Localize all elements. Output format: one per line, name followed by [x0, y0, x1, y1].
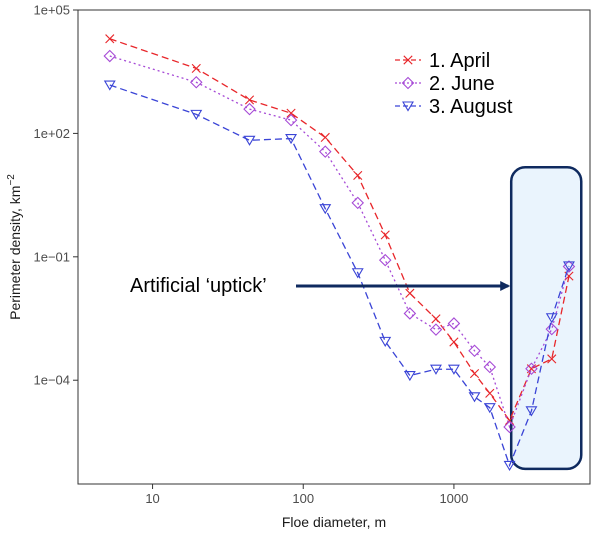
series-1-point-0 — [105, 34, 115, 44]
series-1-point-10-b — [469, 368, 480, 379]
legend-key-marker-1 — [403, 55, 413, 65]
series-2 — [103, 49, 576, 434]
legend-label-3: 3. August — [429, 96, 513, 118]
series-3-point-14 — [545, 313, 558, 324]
series-3 — [103, 80, 575, 471]
legend-label-2: 2. June — [429, 73, 495, 95]
uptick-highlight-box — [509, 166, 583, 471]
series-1-point-9 — [449, 337, 459, 347]
y-tick-label-3: 1e−04 — [33, 373, 70, 388]
series-2-point-10 — [468, 344, 481, 358]
series-1-point-6-b — [380, 230, 390, 240]
series-3-line — [109, 84, 570, 468]
series-2-point-11 — [483, 360, 497, 374]
legend-item-3: 3. August — [395, 96, 513, 118]
series-2-point-1 — [189, 75, 203, 89]
series-2-point-2 — [243, 102, 256, 116]
series-3-point-6 — [379, 336, 392, 347]
y-tick-label-1: 1e+02 — [33, 126, 70, 141]
legend-label-1: 1. April — [429, 50, 490, 72]
series-1-point-1 — [191, 63, 201, 74]
legend-item-1: 1. April — [395, 50, 490, 72]
series-1-point-3-b — [286, 108, 296, 118]
series-3-point-7 — [403, 370, 416, 382]
series-3-point-12 — [503, 460, 516, 471]
series-3-point-1 — [190, 109, 203, 120]
y-tick-label-0: 1e+05 — [33, 3, 70, 18]
series-2-point-7 — [403, 307, 417, 320]
series-2-point-6 — [378, 253, 392, 267]
series-1-point-5-b — [353, 170, 363, 181]
series-2-point-8 — [429, 323, 443, 336]
series-1-point-11-b — [485, 388, 495, 398]
series-1-point-3 — [286, 108, 296, 118]
series-1-point-14-b — [547, 354, 557, 364]
series-1 — [105, 34, 574, 426]
y-axis-title-superscript: −2 — [6, 174, 17, 186]
series-1-line — [109, 38, 570, 422]
series-2-point-13 — [525, 362, 538, 376]
series-2-point-0 — [103, 49, 117, 63]
series-1-point-9-b — [449, 337, 459, 347]
series-1-point-6 — [380, 230, 390, 240]
x-tick-label-1: 100 — [292, 491, 314, 506]
y-tick-label-2: 1e−01 — [33, 249, 70, 264]
series-3-point-11 — [483, 403, 496, 414]
series-2-point-14 — [545, 322, 559, 336]
series-2-point-9 — [447, 317, 461, 330]
series-3-point-8 — [430, 364, 442, 375]
x-axis-title: Floe diameter, m — [282, 514, 386, 530]
series-1-point-8 — [431, 314, 441, 324]
series-1-point-0-b — [105, 34, 115, 44]
series-3-point-3 — [285, 133, 298, 145]
series-1-point-10 — [469, 368, 480, 379]
legend-key-marker-1-b — [403, 55, 413, 65]
legend-key-marker-3 — [402, 101, 414, 112]
x-tick-label-2: 1000 — [439, 491, 468, 506]
series-layer — [103, 34, 576, 471]
series-3-point-4 — [319, 204, 332, 215]
legend-key-marker-2 — [401, 76, 415, 90]
series-3-point-9 — [447, 364, 460, 375]
plot-panel — [77, 9, 591, 485]
series-2-point-4 — [318, 145, 332, 158]
series-1-point-14 — [547, 354, 557, 364]
legend-item-2: 2. June — [395, 73, 495, 95]
y-axis: 1e+05 1e+02 1e−01 1e−04 — [33, 3, 78, 388]
series-1-point-2 — [244, 95, 255, 105]
series-3-point-2 — [243, 135, 256, 146]
y-axis-title-text: Perimeter density, km — [7, 186, 23, 320]
series-2-point-5 — [351, 196, 365, 210]
series-1-point-4 — [320, 132, 330, 142]
series-3-point-13 — [525, 406, 538, 417]
series-1-point-12-b — [504, 415, 515, 426]
series-2-point-12 — [503, 420, 516, 434]
series-1-point-4-b — [320, 132, 330, 142]
series-1-point-11 — [485, 388, 495, 398]
x-axis: 10 100 1000 — [145, 484, 468, 506]
uptick-annotation-text: Artificial ‘uptick’ — [130, 275, 267, 297]
series-1-point-2-b — [244, 95, 255, 105]
series-1-point-8-b — [431, 314, 441, 324]
y-axis-title: Perimeter density, km−2 — [6, 174, 23, 320]
series-3-point-0 — [103, 80, 116, 91]
series-2-line — [109, 55, 570, 429]
series-3-point-5 — [351, 268, 364, 279]
series-1-point-7 — [405, 288, 415, 298]
series-1-point-7-b — [405, 288, 415, 298]
series-3-point-10 — [468, 392, 481, 403]
series-1-point-1-b — [191, 63, 201, 74]
series-2-point-3 — [284, 113, 298, 127]
series-1-point-5 — [353, 170, 363, 181]
x-tick-label-0: 10 — [145, 491, 159, 506]
series-3-point-15 — [562, 261, 575, 272]
series-1-point-12 — [504, 415, 515, 426]
